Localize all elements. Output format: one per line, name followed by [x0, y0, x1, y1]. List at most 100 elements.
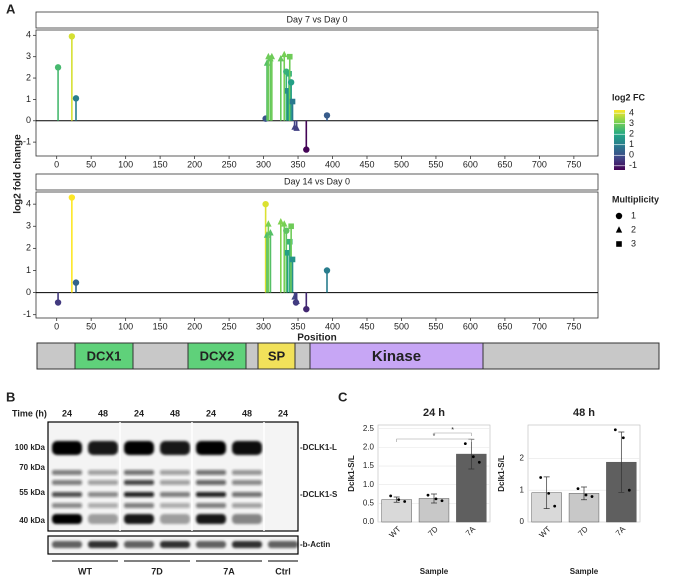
blot-band — [232, 514, 262, 524]
x-tick-label: 750 — [566, 321, 581, 331]
blot-band — [124, 514, 154, 524]
error-bar — [393, 496, 400, 503]
time-value: 24 — [278, 408, 288, 418]
colorbar — [614, 110, 625, 170]
replicate-point — [627, 488, 631, 492]
y-tick-label: 0.5 — [363, 498, 375, 507]
y-tick-label: 2.5 — [363, 424, 375, 433]
y-tick-label: 4 — [26, 30, 31, 40]
blot-band — [160, 470, 190, 475]
blot-band — [52, 441, 82, 455]
replicate-point — [477, 460, 481, 464]
blot-band — [160, 503, 190, 508]
x-tick-label: 400 — [325, 321, 340, 331]
point — [268, 52, 276, 60]
y-tick-label: 2.0 — [363, 442, 375, 451]
blot-band — [160, 514, 190, 524]
point — [289, 98, 296, 105]
colorbar-label: 1 — [629, 139, 634, 149]
x-tick-label: WT — [387, 524, 402, 539]
y-tick-label: 1 — [26, 94, 31, 104]
replicate-point — [576, 487, 580, 491]
point — [68, 33, 76, 40]
replicate-point — [547, 491, 551, 495]
y-tick-label: 4 — [26, 199, 31, 209]
x-tick-label: 0 — [54, 159, 59, 169]
point — [54, 299, 62, 306]
time-label: Time (h) — [12, 408, 47, 418]
point — [289, 256, 296, 263]
point — [293, 297, 300, 305]
legend-label: 3 — [631, 238, 636, 248]
blot-band — [52, 503, 82, 508]
point — [283, 227, 290, 234]
domain-label: SP — [268, 348, 286, 363]
y-axis-label: Dclk1-S/L — [497, 455, 506, 492]
replicate-point — [621, 436, 625, 440]
x-tick-label: 150 — [153, 159, 168, 169]
domain — [257, 342, 296, 370]
point — [281, 50, 288, 58]
x-tick-label: 650 — [497, 321, 512, 331]
blot-band — [124, 480, 154, 485]
point — [303, 146, 310, 153]
legend-symbol — [615, 226, 623, 233]
y-tick-label: 1 — [520, 485, 525, 494]
x-tick-label: 550 — [428, 159, 443, 169]
panel-label: A — [6, 1, 16, 16]
blot-band — [196, 503, 226, 508]
y-tick-label: 3 — [26, 221, 31, 231]
y-tick-label: 3 — [26, 51, 31, 61]
y-tick-label: 2 — [520, 454, 525, 463]
significance-label: * — [451, 427, 454, 434]
error-bar — [543, 476, 550, 509]
point — [286, 53, 293, 60]
blot-band — [124, 503, 154, 508]
marker-label: 40 kDa — [19, 516, 45, 525]
x-tick-label: 600 — [463, 159, 478, 169]
replicate-point — [426, 493, 430, 497]
y-tick-label: -1 — [23, 309, 31, 319]
actin-band — [196, 541, 226, 548]
point — [281, 220, 288, 227]
x-tick-label: 250 — [222, 159, 237, 169]
point — [293, 124, 300, 131]
facet-title: Day 14 vs Day 0 — [284, 176, 350, 186]
actin-band — [88, 541, 118, 548]
blot-band — [160, 480, 190, 485]
x-tick-label: 650 — [497, 159, 512, 169]
replicate-point — [440, 499, 444, 503]
chart-title: 24 h — [423, 407, 445, 419]
x-axis-label: Sample — [420, 567, 449, 576]
legend-label: 1 — [631, 210, 636, 220]
actin-band — [52, 541, 82, 548]
x-tick-label: 200 — [187, 159, 202, 169]
colorbar-label: 3 — [629, 118, 634, 128]
blot-band — [232, 492, 262, 497]
point — [68, 194, 76, 201]
blot-band — [196, 492, 226, 497]
point — [277, 218, 284, 225]
time-value: 48 — [98, 408, 108, 418]
domain — [187, 342, 247, 370]
blot-band — [196, 470, 226, 475]
x-tick-label: 7D — [576, 524, 590, 538]
blot-band — [52, 480, 82, 485]
blot-band — [124, 441, 154, 455]
x-tick-label: 550 — [428, 321, 443, 331]
x-tick-label: 350 — [291, 159, 306, 169]
y-tick-label: 1 — [26, 265, 31, 275]
replicate-point — [434, 497, 438, 501]
blot-band — [232, 470, 262, 475]
colorbar-label: 2 — [629, 129, 634, 139]
marker-label: 55 kDa — [19, 488, 45, 497]
time-value: 24 — [62, 408, 72, 418]
x-tick-label: 50 — [86, 159, 96, 169]
band-label: -DCLK1-L — [300, 443, 337, 452]
blot-band — [88, 441, 118, 455]
actin-band — [268, 541, 298, 548]
legend-label: 2 — [631, 224, 636, 234]
blot-band — [88, 480, 118, 485]
point — [288, 223, 294, 230]
blot-band — [88, 470, 118, 475]
